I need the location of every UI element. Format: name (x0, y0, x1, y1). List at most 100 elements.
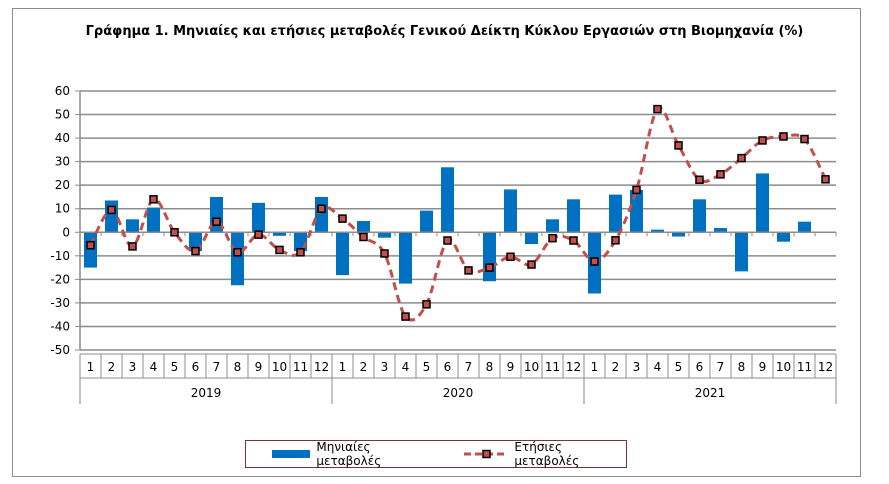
line-marker (254, 230, 263, 239)
chart-title: Γράφημα 1. Μηνιαίες και ετήσιες μεταβολέ… (85, 24, 804, 39)
legend-label-monthly: Μηνιαίες μεταβολές (316, 440, 382, 468)
line-marker (695, 175, 704, 185)
bar (84, 232, 97, 268)
legend-line-swatch (464, 449, 509, 459)
bar (693, 199, 706, 233)
line-marker (611, 236, 620, 245)
bar (315, 196, 328, 233)
line-marker (422, 300, 431, 309)
legend-label-annual: Ετήσιες μεταβολές (514, 440, 580, 468)
y-tick-label: 20 (55, 178, 70, 192)
bar (273, 232, 286, 236)
line-marker (317, 204, 326, 213)
y-tick-label: 60 (55, 84, 70, 98)
bar (777, 232, 790, 242)
month-label: 7 (213, 360, 221, 374)
line-marker (86, 240, 95, 250)
line-marker (170, 228, 179, 237)
bar (378, 232, 391, 238)
month-label: 7 (717, 360, 725, 374)
month-label: 11 (545, 360, 560, 374)
bar (357, 220, 370, 233)
line-marker (107, 205, 116, 215)
line-marker (128, 242, 137, 251)
line-marker (338, 214, 347, 223)
y-tick-label: 40 (55, 131, 70, 145)
bar (336, 232, 349, 276)
line-marker (401, 312, 410, 321)
month-label: 3 (381, 360, 389, 374)
line-marker (800, 134, 809, 144)
month-label: 4 (150, 360, 158, 374)
y-tick-label: -10 (50, 249, 70, 263)
month-label: 8 (486, 360, 494, 374)
y-tick-label: 10 (55, 202, 70, 216)
line-marker (149, 195, 158, 204)
bar (231, 232, 244, 286)
bar (504, 189, 517, 233)
month-label: 8 (234, 360, 242, 374)
bar (252, 202, 265, 233)
bar (798, 221, 811, 233)
bar (420, 210, 433, 233)
month-label: 1 (339, 360, 347, 374)
line-marker (485, 263, 494, 272)
line-marker (191, 246, 200, 256)
line-marker (716, 170, 725, 179)
line-marker (779, 132, 788, 141)
line-marker (443, 236, 452, 245)
bar (525, 232, 538, 245)
y-tick-label: 30 (55, 155, 70, 169)
bar (672, 232, 685, 237)
year-label: 2021 (695, 386, 726, 400)
y-tick-label: -20 (50, 272, 70, 286)
bar (735, 232, 748, 272)
month-label: 6 (444, 360, 452, 374)
line-marker (275, 245, 284, 255)
month-label: 3 (129, 360, 137, 374)
month-label: 9 (255, 360, 263, 374)
line-marker (737, 153, 746, 163)
month-label: 12 (566, 360, 581, 374)
month-label: 7 (465, 360, 473, 374)
month-label: 1 (591, 360, 599, 374)
month-label: 5 (423, 360, 431, 374)
bar (756, 173, 769, 233)
line-marker (674, 141, 683, 150)
line-marker (359, 232, 368, 242)
month-label: 4 (654, 360, 662, 374)
month-label: 5 (171, 360, 179, 374)
month-label: 12 (818, 360, 833, 374)
year-label: 2020 (443, 386, 474, 400)
line-marker (527, 260, 536, 269)
month-label: 1 (87, 360, 95, 374)
legend: Μηνιαίες μεταβολές Ετήσιες μεταβολές (245, 440, 627, 468)
month-label: 5 (675, 360, 683, 374)
bar (714, 228, 727, 233)
month-label: 11 (797, 360, 812, 374)
line-marker (296, 248, 305, 257)
month-label: 3 (633, 360, 641, 374)
bar (147, 207, 160, 233)
year-label: 2019 (191, 386, 222, 400)
y-tick-label: -30 (50, 296, 70, 310)
line-marker (821, 175, 830, 184)
month-label: 12 (314, 360, 329, 374)
line-marker (212, 217, 221, 226)
month-label: 2 (108, 360, 116, 374)
y-tick-label: -40 (50, 319, 70, 333)
month-label: 9 (759, 360, 767, 374)
month-label: 10 (524, 360, 539, 374)
month-label: 11 (293, 360, 308, 374)
line-marker (632, 185, 641, 195)
month-label: 10 (776, 360, 791, 374)
bar (105, 200, 118, 233)
line-marker (233, 248, 242, 257)
line-marker (569, 236, 578, 245)
y-tick-label: -50 (50, 343, 70, 357)
line-marker (380, 249, 389, 258)
bar (651, 229, 664, 233)
bar (630, 189, 643, 233)
